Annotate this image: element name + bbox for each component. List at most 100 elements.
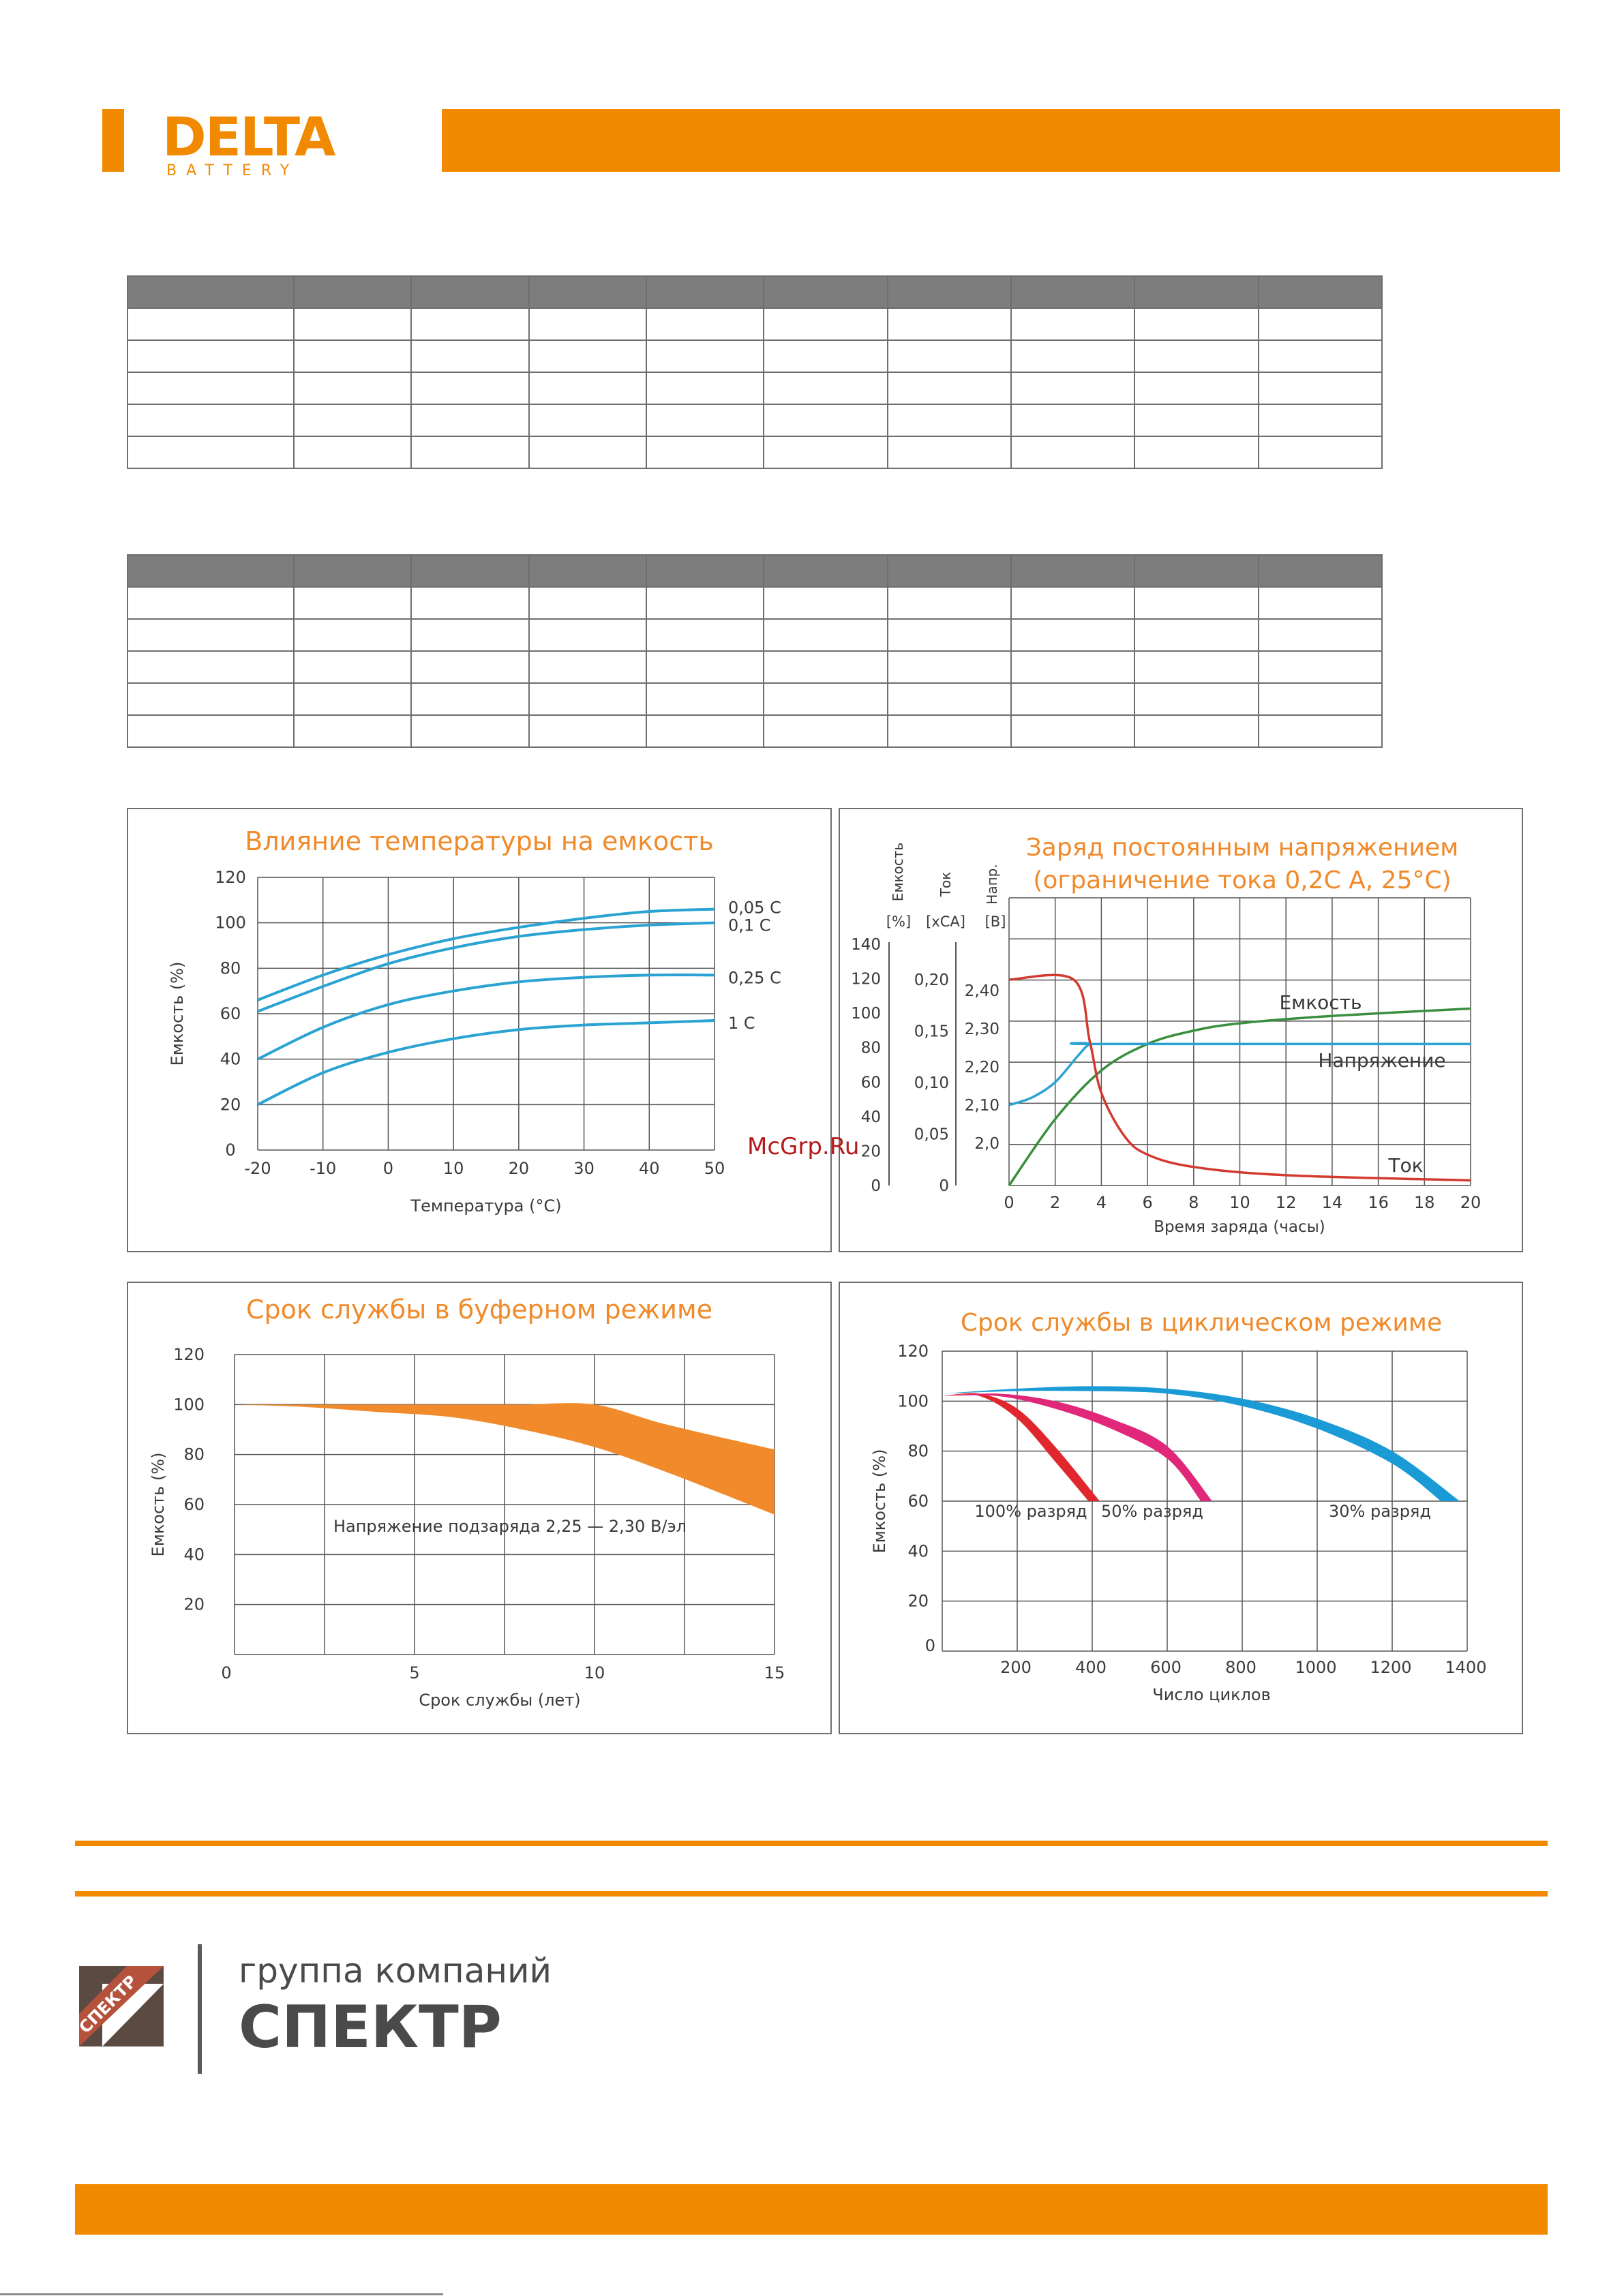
table-cell <box>886 586 1012 620</box>
table-cell <box>1010 618 1136 652</box>
capacity-axis-header: Емкость <box>890 843 906 901</box>
table-cell <box>410 682 530 716</box>
table-cell <box>886 554 1012 588</box>
voltage-axis-unit: [В] <box>985 913 1006 930</box>
table-cell <box>1257 307 1383 341</box>
x-tick-label: 30 <box>573 1159 595 1178</box>
x-tick-label: 16 <box>1368 1193 1389 1212</box>
table-cell <box>646 682 765 716</box>
table-cell <box>293 307 412 341</box>
table-cell <box>646 275 765 309</box>
y-tick-label: 120 <box>215 868 246 887</box>
y-tick-label: 80 <box>907 1442 929 1461</box>
x-tick-label: 0 <box>925 1636 935 1655</box>
chart-temperature-capacity: Влияние температуры на емкость -20 -10 0 10 2… <box>127 808 832 1252</box>
table-cell <box>1134 618 1259 652</box>
chart-constant-voltage-charge: Заряд постоянным напряжением (ограничение… <box>839 808 1523 1252</box>
table-cell <box>528 339 648 373</box>
table-cell <box>126 714 295 748</box>
chart-cycle-svg: Срок службы в циклическом режиме 0 200 400 6… <box>870 1309 1487 1704</box>
x-tick-label: 10 <box>443 1159 464 1178</box>
table-cell <box>410 404 530 437</box>
chart-title: Срок службы в циклическом режиме <box>961 1309 1442 1337</box>
current-tick-label: 0,10 <box>914 1074 949 1092</box>
chart-charge-svg: Заряд постоянным напряжением (ограничение… <box>851 834 1481 1236</box>
x-tick-label: 20 <box>509 1159 530 1178</box>
table-cell <box>646 554 765 588</box>
delta-battery-logo[interactable]: DELTA BATTERY <box>162 107 401 179</box>
current-tick-label: 0 <box>939 1177 949 1195</box>
table-cell <box>293 404 412 437</box>
table-cell <box>1257 436 1383 469</box>
table-cell <box>410 275 530 309</box>
current-axis-unit: [xCA] <box>926 913 965 930</box>
x-tick-label: -10 <box>310 1159 336 1178</box>
table-cell <box>886 339 1012 373</box>
table-cell <box>1010 307 1136 341</box>
capacity-axis-unit: [%] <box>886 913 911 930</box>
table-cell <box>886 714 1012 748</box>
current-tick-label: 0,05 <box>914 1126 949 1144</box>
series-line <box>257 907 715 1001</box>
table-cell <box>763 339 888 373</box>
table-cell <box>1010 275 1136 309</box>
table-cell <box>763 714 888 748</box>
table-cell <box>528 618 648 652</box>
table-cell <box>1257 554 1383 588</box>
y-tick-label: 120 <box>173 1345 205 1364</box>
x-tick-label: 1400 <box>1445 1658 1486 1677</box>
table-cell <box>1257 618 1383 652</box>
x-tick-label: 0 <box>1004 1193 1014 1212</box>
table-cell <box>646 339 765 373</box>
series-line <box>1008 973 1471 1182</box>
spektr-logo-mark[interactable]: СПЕКТР <box>75 1966 164 2046</box>
x-tick-label: 6 <box>1142 1193 1152 1212</box>
y-tick-label: 120 <box>897 1342 929 1361</box>
chart-title: Влияние температуры на емкость <box>245 826 713 856</box>
table-cell <box>293 714 412 748</box>
brand-text: DELTA <box>162 109 335 168</box>
y-tick-label: 100 <box>897 1391 929 1410</box>
table-cell <box>1257 404 1383 437</box>
band-label: 100% разряд <box>974 1502 1087 1521</box>
series-label: 1 C <box>728 1014 755 1033</box>
chart-title: Срок службы в буферном режиме <box>246 1295 712 1325</box>
table-cell <box>646 650 765 684</box>
table-cell <box>763 275 888 309</box>
table-cell <box>410 554 530 588</box>
table-cell <box>1134 682 1259 716</box>
band-label: 50% разряд <box>1101 1502 1203 1521</box>
table-cell <box>763 682 888 716</box>
y-tick-label: 20 <box>220 1095 241 1114</box>
y-tick-label: 20 <box>183 1595 205 1614</box>
x-tick-label: 800 <box>1225 1658 1257 1677</box>
capacity-tick-label: 20 <box>861 1143 881 1160</box>
band-label: 30% разряд <box>1329 1502 1431 1521</box>
table-cell <box>126 682 295 716</box>
cycle-band <box>942 1393 1212 1501</box>
x-tick-label: 15 <box>764 1663 785 1682</box>
table-row <box>126 436 1383 469</box>
y-tick-label: 60 <box>220 1004 241 1023</box>
x-tick-label: 2 <box>1050 1193 1060 1212</box>
table-cell <box>1257 339 1383 373</box>
x-axis-label: Срок службы (лет) <box>419 1691 580 1710</box>
table-cell <box>763 650 888 684</box>
table-cell <box>293 554 412 588</box>
table-cell <box>1134 554 1259 588</box>
spec-table-1 <box>126 275 1383 469</box>
x-axis-label: Время заряда (часы) <box>1154 1218 1325 1236</box>
table-cell <box>1134 275 1259 309</box>
table-cell <box>410 436 530 469</box>
table-cell <box>886 436 1012 469</box>
capacity-tick-label: 100 <box>851 1005 881 1023</box>
table-cell <box>1257 586 1383 620</box>
chart-temperature-svg: Влияние температуры на емкость -20 -10 0 10 2… <box>168 826 781 1215</box>
capacity-tick-label: 140 <box>851 936 881 954</box>
capacity-tick-label: 80 <box>861 1040 881 1057</box>
chart-float-service-life: Срок службы в буферном режиме 0 5 10 15 20 40 6… <box>127 1282 832 1734</box>
table-row <box>126 339 1383 373</box>
table-cell <box>528 307 648 341</box>
table-cell <box>126 307 295 341</box>
x-tick-label: 1200 <box>1370 1658 1411 1677</box>
